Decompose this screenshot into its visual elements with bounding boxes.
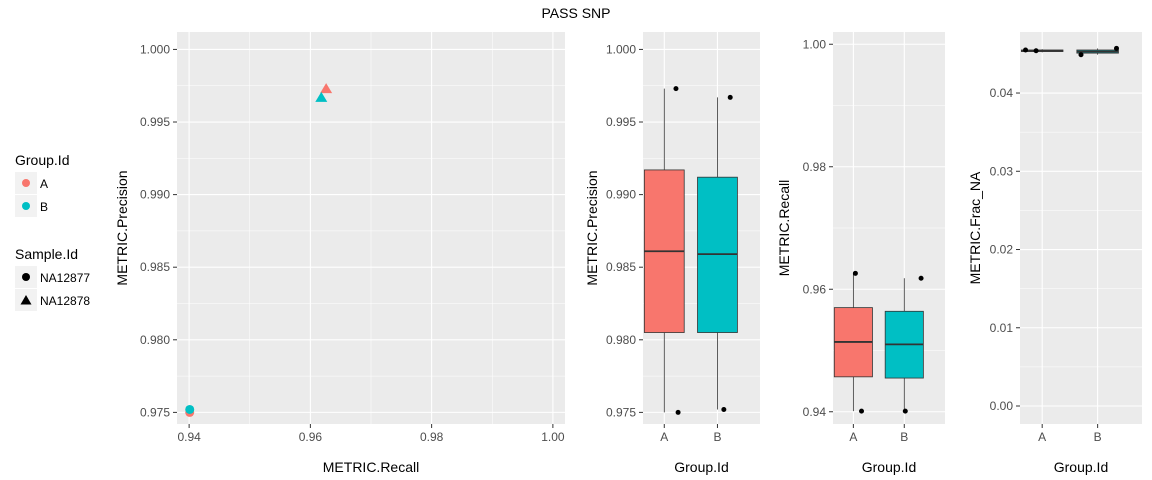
- jitter-point: [675, 409, 681, 415]
- y-axis-label: METRIC.Recall: [776, 180, 792, 276]
- jitter-point: [1023, 47, 1029, 53]
- tick-label-x: B: [713, 430, 721, 444]
- legend-label-na12877: NA12877: [40, 271, 90, 285]
- tick-label-y: 1.000: [140, 42, 170, 56]
- tick-label-x: B: [1094, 430, 1102, 444]
- tick-label-x: A: [1038, 430, 1046, 444]
- tick-label-y: 0.980: [140, 333, 170, 347]
- tick-label-y: 0.995: [606, 115, 636, 129]
- chart-title: PASS SNP: [542, 5, 611, 21]
- frac-na-boxplot-panel: 0.00 0.01 0.02 0.03 0.04 A B Group.Id METRIC.Fra…: [967, 32, 1142, 475]
- tick-label-y: 0.990: [606, 188, 636, 202]
- tick-label-x: 0.96: [299, 430, 323, 444]
- legend-shape-title: Sample.Id: [15, 246, 78, 262]
- tick-label-x: 0.94: [177, 430, 201, 444]
- jitter-point: [1078, 52, 1084, 58]
- tick-label-y: 1.00: [803, 37, 827, 51]
- tick-label-y: 0.995: [140, 115, 170, 129]
- jitter-point: [673, 86, 679, 92]
- tick-label-y: 0.990: [140, 188, 170, 202]
- y-axis-label: METRIC.Frac_NA: [967, 171, 983, 284]
- scatter-panel: 0.975 0.980 0.985 0.990 0.995 1.000 0.94 0.96 0.…: [114, 32, 565, 475]
- y-axis-label: METRIC.Precision: [114, 170, 130, 285]
- tick-label-y: 0.975: [140, 405, 170, 419]
- tick-label-y: 0.980: [606, 333, 636, 347]
- x-axis-label: METRIC.Recall: [323, 459, 419, 475]
- tick-label-x: A: [849, 430, 857, 444]
- tick-label-y: 0.94: [803, 405, 827, 419]
- tick-label-y: 1.000: [606, 42, 636, 56]
- tick-label-y: 0.975: [606, 405, 636, 419]
- tick-label-y: 0.985: [606, 260, 636, 274]
- legend-key-b: [22, 202, 30, 210]
- jitter-point: [859, 408, 865, 414]
- tick-label-y: 0.98: [803, 160, 827, 174]
- tick-label-y: 0.96: [803, 282, 827, 296]
- x-axis-label: Group.Id: [862, 459, 916, 475]
- tick-label-y: 0.985: [140, 260, 170, 274]
- legend-key-na12878: [20, 295, 32, 305]
- legend-key-na12877: [22, 273, 30, 281]
- tick-label-y: 0.02: [990, 243, 1014, 257]
- tick-label-y: 0.01: [990, 321, 1014, 335]
- tick-label-y: 0.00: [990, 399, 1014, 413]
- legend-label-b: B: [40, 200, 48, 214]
- tick-label-x: 1.00: [541, 430, 565, 444]
- y-axis-label: METRIC.Precision: [584, 170, 600, 285]
- jitter-point: [918, 275, 924, 281]
- x-axis-label: Group.Id: [1054, 459, 1108, 475]
- tick-label-x: 0.98: [420, 430, 444, 444]
- jitter-point: [1113, 45, 1119, 51]
- tick-label-x: B: [900, 430, 908, 444]
- jitter-point: [1033, 48, 1039, 54]
- x-axis-label: Group.Id: [674, 459, 728, 475]
- recall-boxplot-panel: 0.94 0.96 0.98 1.00 A B Group.Id METRIC.Recall: [776, 32, 945, 475]
- tick-label-x: A: [660, 430, 668, 444]
- panel-background: [1020, 32, 1142, 424]
- jitter-point: [721, 406, 727, 412]
- precision-boxplot-panel: 0.975 0.980 0.985 0.990 0.995 1.000 A B Group.Id…: [584, 32, 760, 475]
- jitter-point: [852, 270, 858, 276]
- legend-label-a: A: [40, 177, 48, 191]
- legend-key-a: [22, 179, 30, 187]
- jitter-point: [727, 94, 733, 100]
- scatter-point-circle: [185, 404, 195, 414]
- tick-label-y: 0.03: [990, 164, 1014, 178]
- scatter-point-triangle: [315, 91, 328, 102]
- legend: Group.Id A B Sample.Id NA12877 NA12878: [15, 152, 90, 311]
- tick-label-y: 0.04: [990, 86, 1014, 100]
- scatter-point-triangle: [320, 83, 333, 94]
- legend-label-na12878: NA12878: [40, 294, 90, 308]
- legend-color-title: Group.Id: [15, 152, 69, 168]
- jitter-point: [902, 408, 908, 414]
